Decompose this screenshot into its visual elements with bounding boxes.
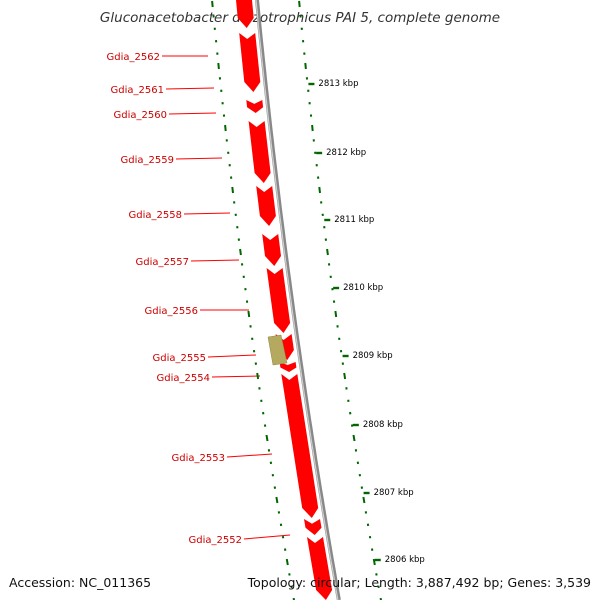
leader-line	[211, 375, 261, 378]
genome-summary: Topology: circular; Length: 3,887,492 bp…	[247, 575, 591, 590]
inner-tick	[275, 496, 279, 504]
inner-tick	[256, 372, 260, 380]
gene-label[interactable]: Gdia_2554	[157, 373, 210, 384]
gene-block[interactable]	[236, 0, 254, 28]
outer-tick	[352, 434, 356, 442]
inner-tick	[285, 558, 289, 566]
kbp-label: 2813 kbp	[318, 79, 358, 89]
outer-tick	[318, 186, 321, 194]
kbp-label: 2810 kbp	[343, 283, 383, 293]
gene-block[interactable]	[239, 33, 261, 92]
gene-block[interactable]	[256, 186, 276, 226]
gene-block[interactable]	[307, 537, 333, 600]
gene-label[interactable]: Gdia_2560	[114, 110, 167, 121]
leader-line	[207, 354, 257, 358]
gene-track	[236, 0, 333, 600]
inner-tick	[247, 310, 251, 318]
backbone-line	[255, 0, 341, 600]
outer-tick	[343, 372, 347, 380]
gene-block[interactable]	[279, 362, 297, 372]
leader-line	[168, 112, 217, 115]
gene-label[interactable]: Gdia_2553	[172, 453, 225, 464]
gene-label[interactable]: Gdia_2559	[121, 155, 174, 166]
kbp-label: 2808 kbp	[363, 420, 403, 430]
inner-tick	[217, 62, 220, 70]
gene-label[interactable]: Gdia_2558	[129, 210, 182, 221]
inner-tick	[239, 248, 242, 256]
gene-block-other[interactable]	[267, 334, 288, 366]
outer-tick	[304, 62, 307, 70]
genome-backbone	[255, 0, 341, 600]
leader-line	[226, 453, 273, 458]
gene-block[interactable]	[281, 374, 319, 518]
accession-text: Accession: NC_011365	[9, 575, 152, 590]
leader-line	[175, 157, 223, 160]
inner-tick	[265, 434, 269, 442]
gene-block[interactable]	[262, 234, 281, 266]
outer-tick	[311, 124, 314, 132]
map-title: Gluconacetobacter diazotrophicus PAI 5, …	[99, 10, 501, 26]
gene-label[interactable]: Gdia_2552	[189, 535, 242, 546]
gene-labels: Gdia_2562 Gdia_2561 Gdia_2560 Gdia_2559 Gdia…	[107, 52, 291, 546]
gene-block[interactable]	[304, 519, 322, 535]
inner-tick	[231, 186, 234, 194]
gene-label[interactable]: Gdia_2562	[107, 52, 160, 63]
kbp-label: 2809 kbp	[353, 351, 393, 361]
gene-block[interactable]	[246, 100, 264, 113]
gene-block[interactable]	[266, 268, 291, 333]
outer-tick	[326, 248, 329, 256]
outer-tick	[372, 558, 376, 566]
inner-tick	[224, 124, 227, 132]
gene-block[interactable]	[248, 121, 271, 183]
gene-label[interactable]: Gdia_2561	[111, 85, 164, 96]
outer-tick	[298, 0, 301, 8]
leader-line	[190, 259, 240, 262]
outer-tick	[362, 496, 366, 504]
kbp-label: 2806 kbp	[385, 555, 425, 565]
leader-line	[183, 212, 231, 215]
gene-label[interactable]: Gdia_2557	[136, 257, 189, 268]
kbp-label: 2812 kbp	[326, 148, 366, 158]
outer-tick	[334, 310, 338, 318]
kbp-label: 2807 kbp	[374, 488, 414, 498]
kbp-label: 2811 kbp	[334, 215, 374, 225]
gene-label[interactable]: Gdia_2556	[145, 306, 198, 317]
tick-tracks	[211, 0, 382, 600]
leader-line	[243, 534, 291, 540]
leader-line	[165, 87, 215, 90]
inner-tick	[211, 0, 214, 8]
gene-label[interactable]: Gdia_2555	[153, 353, 206, 364]
kbp-scale: 2813 kbp 2812 kbp 2811 kbp 2810 kbp 2809 kbp…	[308, 79, 425, 565]
backbone-highlight	[255, 0, 339, 600]
